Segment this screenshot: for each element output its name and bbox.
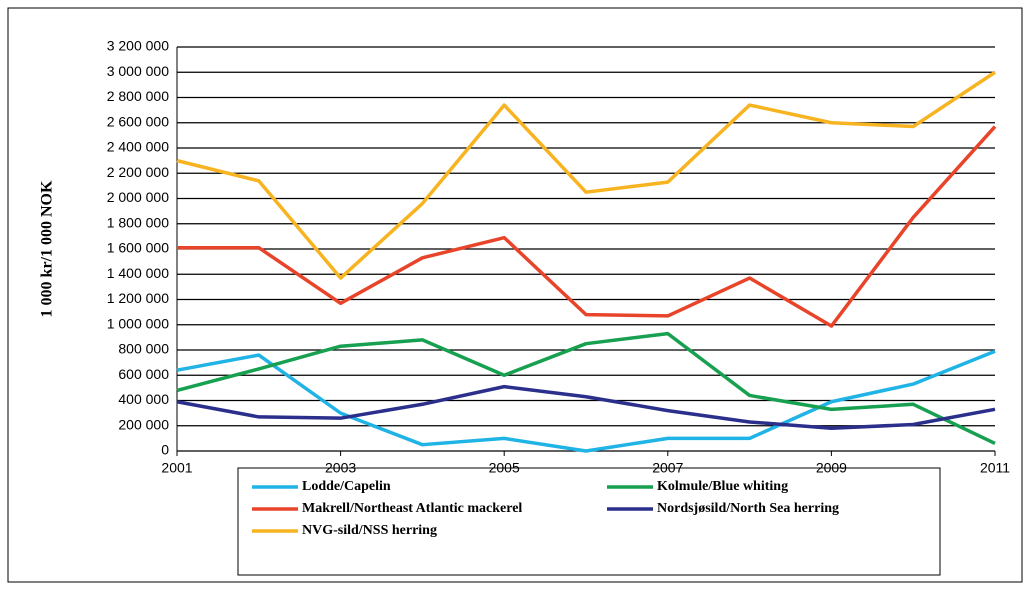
x-tick-label: 2007 <box>652 460 683 476</box>
y-tick-label: 400 000 <box>118 391 169 407</box>
y-tick-label: 0 <box>161 442 169 458</box>
series-line <box>177 125 997 328</box>
series-line <box>176 384 996 431</box>
legend-label: Lodde/Capelin <box>302 479 391 494</box>
y-tick-label: 200 000 <box>118 416 169 432</box>
y-tick-label: 2 600 000 <box>107 113 169 129</box>
y-tick-label: 3 200 000 <box>107 38 169 54</box>
series-line <box>176 349 996 453</box>
y-tick-label: 1 000 000 <box>107 315 169 331</box>
series-line <box>176 70 996 280</box>
x-tick-label: 2005 <box>489 460 520 476</box>
legend-label: NVG-sild/NSS herring <box>302 523 437 538</box>
y-tick-label: 2 000 000 <box>107 189 169 205</box>
x-tick-label: 2001 <box>161 460 192 476</box>
y-tick-label: 600 000 <box>118 366 169 382</box>
legend-label: Nordsjøsild/North Sea herring <box>657 501 839 516</box>
y-tick-label: 1 400 000 <box>107 265 169 281</box>
legend-label: Kolmule/Blue whiting <box>657 479 788 494</box>
y-axis-label: 1 000 kr/1 000 NOK <box>39 180 56 317</box>
y-tick-label: 800 000 <box>118 341 169 357</box>
y-tick-label: 1 200 000 <box>107 290 169 306</box>
y-tick-label: 1 600 000 <box>107 240 169 256</box>
legend <box>237 467 941 576</box>
chart-frame <box>7 7 1023 583</box>
legend-label: Makrell/Northeast Atlantic mackerel <box>302 501 522 516</box>
series-line <box>176 331 996 446</box>
x-tick-label: 2003 <box>325 460 356 476</box>
y-tick-label: 2 800 000 <box>107 88 169 104</box>
x-tick-label: 2011 <box>980 460 1010 476</box>
y-tick-label: 2 200 000 <box>107 164 169 180</box>
y-tick-label: 3 000 000 <box>107 63 169 79</box>
y-tick-label: 1 800 000 <box>107 214 169 230</box>
x-tick-label: 2009 <box>816 460 847 476</box>
y-tick-label: 2 400 000 <box>107 139 169 155</box>
